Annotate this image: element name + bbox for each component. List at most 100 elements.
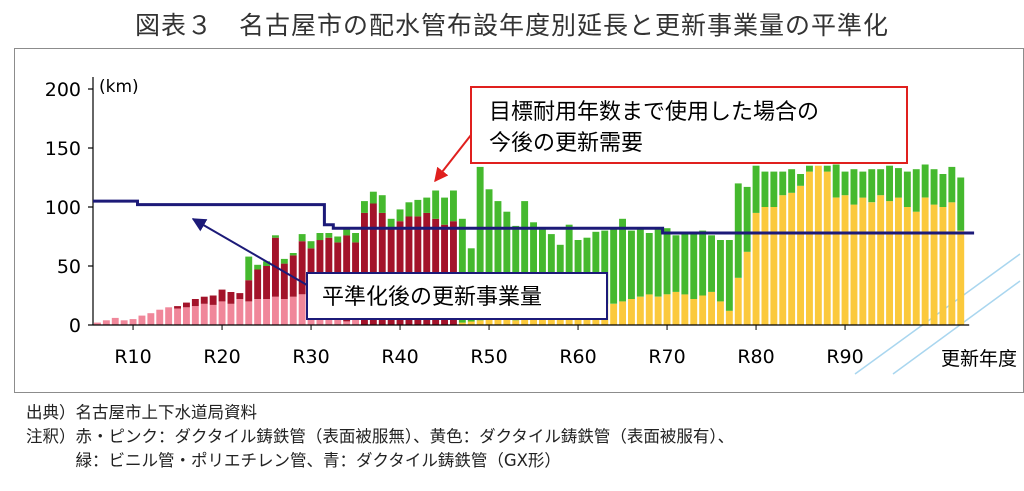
- bar-green: [868, 169, 876, 203]
- bar-darkred: [200, 296, 208, 304]
- y-tick-label: 200: [45, 79, 81, 101]
- bar-darkred: [245, 280, 253, 302]
- x-tick-label: R70: [648, 346, 685, 368]
- x-tick-label: R90: [826, 346, 863, 368]
- bar-green: [761, 171, 769, 207]
- bar-green: [877, 169, 885, 196]
- bar-yellow: [717, 301, 724, 325]
- bar-darkred: [254, 269, 262, 299]
- bar-green: [681, 233, 689, 295]
- bar-pink: [298, 294, 306, 325]
- bar-yellow: [921, 197, 929, 325]
- bar-green: [245, 256, 253, 281]
- bar-darkred: [414, 216, 422, 325]
- bar-green: [334, 236, 342, 243]
- bar-pink: [191, 306, 199, 325]
- bar-pink: [289, 296, 297, 325]
- bar-darkred: [405, 216, 413, 325]
- bar-darkred: [325, 237, 333, 300]
- bar-darkred: [378, 212, 386, 325]
- bar-green: [378, 195, 386, 213]
- bar-pink: [111, 317, 119, 325]
- bar-yellow: [636, 296, 644, 325]
- bar-darkred: [263, 266, 270, 299]
- bar-green: [405, 202, 413, 217]
- x-tick-label: R10: [114, 346, 151, 368]
- bar-green: [823, 165, 831, 172]
- x-axis-label: 更新年度: [941, 348, 1017, 370]
- bar-yellow: [806, 171, 813, 325]
- bar-yellow: [725, 310, 733, 325]
- bar-green: [361, 201, 368, 213]
- y-tick-label: 50: [57, 256, 81, 278]
- callout-red-line2: 今後の更新需要: [489, 131, 643, 156]
- chart-title: 図表３ 名古屋市の配水管布設年度別延長と更新事業量の平準化: [134, 11, 889, 40]
- bar-yellow: [761, 207, 769, 325]
- bar-pink: [156, 309, 164, 325]
- bar-green: [806, 165, 813, 172]
- bar-yellow: [690, 299, 698, 325]
- bar-pink: [174, 308, 181, 325]
- bar-yellow: [770, 207, 778, 325]
- bar-darkred: [361, 212, 368, 325]
- note-line-1: 注釈）赤・ピンク：ダクタイル鋳鉄管（表面被服無）、黄色：ダクタイル鋳鉄管（表面被…: [26, 427, 735, 446]
- bar-yellow: [734, 277, 742, 325]
- bar-yellow: [832, 197, 840, 325]
- bar-green: [610, 228, 618, 304]
- bar-yellow: [539, 317, 546, 325]
- bar-yellow: [494, 319, 502, 325]
- x-tick-label: R60: [559, 346, 596, 368]
- bar-yellow: [628, 299, 635, 325]
- decor-line: [892, 280, 1021, 375]
- bar-green: [672, 235, 680, 292]
- bar-green: [254, 264, 262, 270]
- bar-green: [903, 171, 911, 207]
- bar-green: [387, 218, 395, 229]
- bar-pink: [94, 322, 101, 325]
- bar-yellow: [788, 192, 796, 325]
- bar-yellow: [877, 195, 885, 325]
- bar-green: [280, 258, 288, 264]
- bar-green: [307, 241, 315, 249]
- bar-yellow: [556, 315, 564, 325]
- bar-yellow: [708, 292, 715, 325]
- bar-yellow: [850, 204, 858, 325]
- bar-pink: [254, 299, 262, 325]
- bar-yellow: [823, 171, 831, 325]
- bar-yellow: [948, 202, 956, 325]
- x-tick-label: R50: [470, 346, 507, 368]
- bar-green: [912, 169, 920, 212]
- bar-darkred: [227, 292, 235, 304]
- y-unit-label: (km): [99, 77, 139, 97]
- bar-darkred: [298, 241, 306, 295]
- y-tick-label: 150: [45, 138, 81, 160]
- bar-yellow: [699, 295, 707, 325]
- bar-yellow: [645, 294, 653, 325]
- bar-darkred: [369, 203, 377, 325]
- bar-pink: [352, 319, 359, 325]
- bar-green: [325, 233, 333, 238]
- y-tick-label: 0: [69, 315, 81, 337]
- bar-yellow: [814, 165, 822, 325]
- bar-yellow: [930, 204, 938, 325]
- chart-frame: 0 50 100 150 200 (km) R10 R20 R30 R40 R50 R60 R70 R80…: [14, 48, 1024, 393]
- bar-green: [690, 234, 698, 299]
- bar-green: [886, 165, 893, 202]
- bar-yellow: [859, 197, 867, 325]
- callout-red-line1: 目標耐用年数まで使用した場合の: [489, 100, 819, 125]
- bar-yellow: [912, 211, 920, 325]
- bar-pink: [227, 303, 235, 325]
- callout-blue-arrow: [191, 218, 308, 286]
- bar-green: [423, 197, 431, 213]
- bar-pink: [200, 303, 208, 325]
- bar-yellow: [485, 319, 493, 325]
- callout-red-arrow: [434, 134, 472, 183]
- bar-green: [369, 191, 377, 204]
- x-tick-label: R20: [203, 346, 240, 368]
- callout-red-box: [470, 86, 908, 164]
- callout-blue-text: 平準化後の更新事業量: [322, 285, 542, 310]
- bar-green: [450, 190, 457, 222]
- bar-darkred: [191, 299, 199, 307]
- bar-pink: [147, 313, 155, 325]
- bar-yellow: [654, 296, 662, 325]
